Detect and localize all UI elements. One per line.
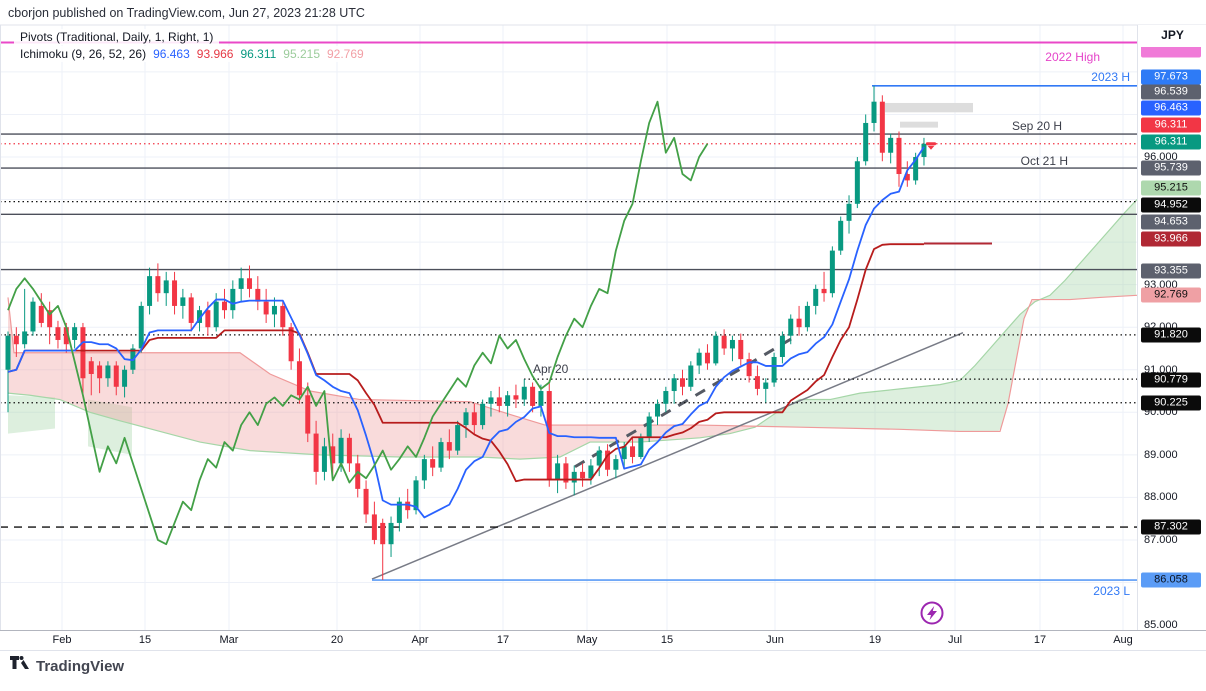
x-axis-tick-label: 17 [1033,634,1047,646]
ichimoku-values: 96.463 93.966 96.311 95.215 92.769 [146,47,364,61]
time-axis[interactable]: Feb 15 Mar 20 Apr 17 May 15 Jun 19 Jul 17 Aug [0,630,1206,651]
x-axis-tick-label: Aug [1113,634,1133,646]
x-axis-tick-label: 20 [330,634,344,646]
price-axis-chip: 93.966 [1141,231,1201,247]
price-axis-chip: 96.311 [1141,117,1201,133]
publish-title: cborjon published on TradingView.com, Ju… [8,6,365,20]
ichimoku-value: 96.311 [240,47,277,61]
ichimoku-cloud-layer [7,199,1137,460]
price-axis-chip: 90.225 [1141,395,1201,411]
supply-zones-layer [885,102,973,128]
price-axis-chip: 97.673 [1141,69,1201,85]
indicator-legend: Pivots (Traditional, Daily, 1, Right, 1)… [14,29,370,63]
ichimoku-value: 93.966 [196,47,234,61]
x-axis-tick-label: 15 [660,634,674,646]
chart-annotation: 2023 L [1093,584,1130,598]
candles-layer [5,85,927,580]
x-axis-tick-label: Mar [219,634,239,646]
price-axis-chip: 90.779 [1141,372,1201,388]
x-axis-tick-label: Feb [52,634,72,646]
price-axis-chip: 92.769 [1141,287,1201,303]
y-axis-tick-label: 89.000 [1144,448,1178,461]
x-axis-tick-label: May [576,634,598,646]
footer: TradingView [10,656,124,676]
ichimoku-value: 96.463 [153,47,190,61]
price-axis-chip: 93.355 [1141,263,1201,279]
price-axis[interactable]: JPY 96.00093.00092.00091.00090.00089.000… [1137,25,1206,632]
price-axis-chip: 96.463 [1141,100,1201,116]
cloud-patches-layer [8,395,132,455]
x-axis-tick-label: Jul [947,634,963,646]
lightning-icon [920,601,944,625]
plot-content [0,41,1137,625]
price-axis-chip: 96.539 [1141,84,1201,100]
y-axis-tick-label: 87.000 [1144,533,1178,546]
x-axis-tick-label: 15 [138,634,152,646]
chart-annotation: Apr 20 [533,362,569,376]
pivots-indicator-label: Pivots (Traditional, Daily, 1, Right, 1) [20,30,214,44]
ichimoku-value: 92.769 [327,47,364,61]
y-axis-tick-label: 85.000 [1144,619,1178,632]
ichimoku-value: 95.215 [283,47,320,61]
chart-annotation: Oct 21 H [1020,154,1068,168]
current-price-marker [926,142,936,150]
pivot-levels-layer [0,41,1137,581]
y-axis-tick-label: 96.000 [1144,151,1178,163]
indicator-ichimoku-row[interactable]: Ichimoku (9, 26, 52, 26) 96.463 93.966 96.3… [14,46,370,62]
price-axis-chip: 87.302 [1141,519,1201,535]
price-axis-chip: 96.311 [1141,134,1201,150]
price-axis-chip: 95.215 [1141,180,1201,196]
chart-annotation: 2023 H [1091,70,1130,84]
price-axis-chip: 86.058 [1141,572,1201,588]
price-axis-chip: 95.739 [1141,160,1201,176]
price-axis-chip: 94.952 [1141,197,1201,213]
frame-layer [0,24,1206,630]
price-axis-chip: 91.820 [1141,327,1201,343]
indicator-pivots-row[interactable]: Pivots (Traditional, Daily, 1, Right, 1) [14,29,220,45]
tradingview-logo-icon [10,656,29,676]
x-axis-tick-label: 19 [868,634,882,646]
grid-layer [0,25,1137,630]
axis-currency-label: JPY [1138,25,1206,47]
y-axis-tick-label: 88.000 [1144,491,1178,504]
price-axis-chip: 94.653 [1141,214,1201,230]
ichimoku-lines-layer [7,100,925,546]
tradingview-wordmark: TradingView [36,657,125,675]
chart-annotation: Sep 20 H [1011,119,1062,133]
x-axis-tick-label: 17 [496,634,510,646]
x-axis-tick-label: Apr [411,634,429,646]
x-axis-tick-label: Jun [766,634,784,646]
ichimoku-indicator-label: Ichimoku (9, 26, 52, 26) [20,47,147,61]
chart-annotation: 2022 High [1045,50,1100,64]
